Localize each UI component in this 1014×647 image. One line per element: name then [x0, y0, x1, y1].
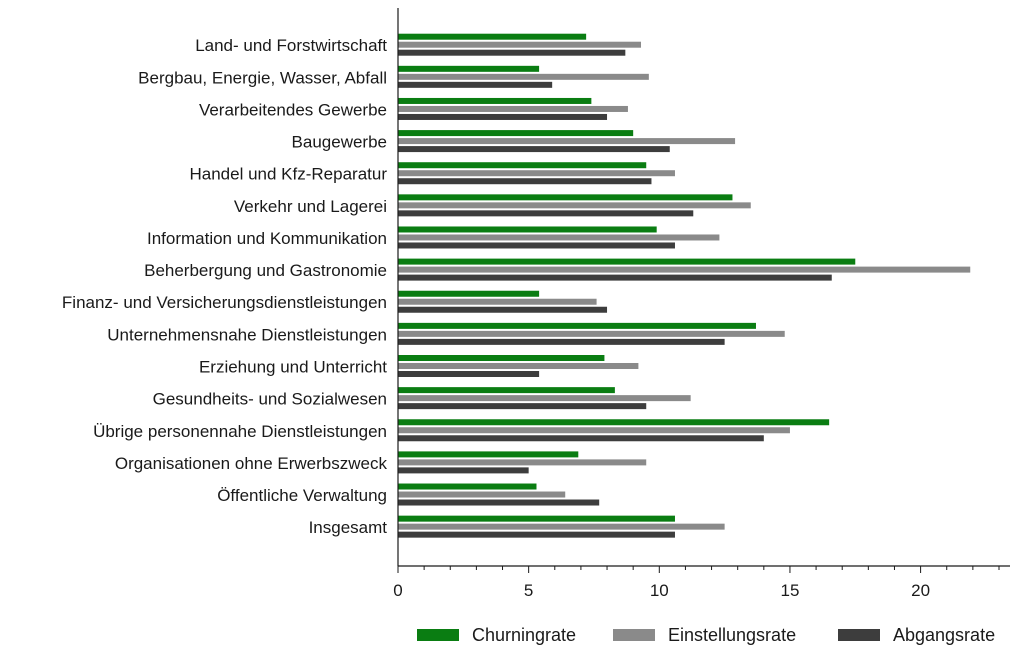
category-label-7: Beherbergung und Gastronomie [144, 261, 387, 280]
category-label-6: Information und Kommunikation [147, 229, 387, 248]
category-label-15: Insgesamt [309, 518, 388, 537]
legend-swatch-einstellungsrate [613, 629, 655, 641]
bar-abgangsrate-8 [398, 306, 608, 313]
bar-churningrate-15 [398, 515, 675, 522]
bar-einstellungsrate-7 [398, 266, 971, 273]
category-label-0: Land- und Forstwirtschaft [195, 36, 387, 55]
x-tick-label-4: 20 [911, 581, 930, 600]
bar-einstellungsrate-12 [398, 427, 790, 434]
legend-label-einstellungsrate: Einstellungsrate [668, 625, 796, 645]
bar-churningrate-13 [398, 451, 579, 458]
bar-churningrate-14 [398, 483, 537, 490]
bar-einstellungsrate-10 [398, 363, 639, 369]
bar-churningrate-8 [398, 290, 540, 297]
legend-label-churningrate: Churningrate [472, 625, 576, 645]
bar-churningrate-9 [398, 322, 756, 329]
bar-einstellungsrate-15 [398, 523, 725, 530]
bar-einstellungsrate-8 [398, 298, 597, 305]
bar-einstellungsrate-0 [398, 41, 642, 48]
legend: Churningrate Einstellungsrate Abgangsrate [417, 625, 995, 645]
category-label-10: Erziehung und Unterricht [199, 358, 387, 377]
category-label-4: Handel und Kfz-Reparatur [189, 165, 387, 184]
axes-group: 0 5 10 15 20 [393, 8, 1010, 600]
bar-einstellungsrate-3 [398, 138, 736, 145]
legend-swatch-churningrate [417, 629, 459, 641]
legend-label-abgangsrate: Abgangsrate [893, 625, 995, 645]
bar-einstellungsrate-14 [398, 491, 566, 498]
bar-einstellungsrate-2 [398, 105, 628, 112]
bar-abgangsrate-9 [398, 338, 725, 345]
bar-churningrate-1 [398, 65, 540, 72]
bar-abgangsrate-15 [398, 531, 675, 538]
bar-einstellungsrate-1 [398, 73, 649, 80]
bar-churningrate-11 [398, 387, 615, 394]
bar-abgangsrate-6 [398, 242, 675, 249]
bar-churningrate-12 [398, 419, 830, 426]
category-label-13: Organisationen ohne Erwerbszweck [115, 454, 388, 473]
bar-einstellungsrate-13 [398, 459, 647, 466]
bar-churningrate-5 [398, 194, 733, 201]
bar-churningrate-10 [398, 355, 605, 361]
x-tick-label-0: 0 [393, 581, 402, 600]
x-tick-label-2: 10 [650, 581, 669, 600]
bar-einstellungsrate-9 [398, 330, 785, 337]
category-labels: Land- und Forstwirtschaft Bergbau, Energi… [62, 36, 388, 537]
bar-einstellungsrate-5 [398, 202, 751, 209]
category-label-1: Bergbau, Energie, Wasser, Abfall [138, 68, 387, 87]
category-label-3: Baugewerbe [292, 133, 387, 152]
legend-swatch-abgangsrate [838, 629, 880, 641]
category-label-14: Öffentliche Verwaltung [217, 486, 387, 505]
bar-churningrate-3 [398, 130, 634, 137]
bar-abgangsrate-10 [398, 371, 540, 377]
bar-abgangsrate-13 [398, 467, 529, 474]
category-label-8: Finanz- und Versicherungsdienstleistunge… [62, 293, 387, 312]
bar-einstellungsrate-4 [398, 170, 675, 177]
bar-abgangsrate-4 [398, 178, 652, 185]
bar-abgangsrate-5 [398, 210, 694, 217]
bar-churningrate-4 [398, 162, 647, 169]
bar-churningrate-7 [398, 258, 856, 265]
bar-abgangsrate-2 [398, 113, 608, 120]
bar-abgangsrate-1 [398, 81, 553, 88]
x-tick-label-3: 15 [780, 581, 799, 600]
bar-einstellungsrate-6 [398, 234, 720, 241]
category-label-12: Übrige personennahe Dienstleistungen [93, 422, 387, 441]
bar-abgangsrate-14 [398, 499, 600, 506]
bars-group [398, 33, 971, 538]
bar-churningrate-2 [398, 97, 592, 104]
category-label-9: Unternehmensnahe Dienstleistungen [107, 325, 387, 344]
category-label-2: Verarbeitendes Gewerbe [199, 100, 387, 119]
bar-abgangsrate-7 [398, 274, 832, 281]
category-label-5: Verkehr und Lagerei [234, 197, 387, 216]
bar-abgangsrate-12 [398, 435, 764, 442]
bar-abgangsrate-11 [398, 403, 647, 410]
bar-churningrate-0 [398, 33, 587, 40]
category-label-11: Gesundheits- und Sozialwesen [153, 390, 387, 409]
x-tick-label-1: 5 [524, 581, 533, 600]
bar-abgangsrate-0 [398, 49, 626, 56]
bar-churningrate-6 [398, 226, 657, 233]
bar-einstellungsrate-11 [398, 395, 691, 402]
bar-abgangsrate-3 [398, 146, 670, 153]
